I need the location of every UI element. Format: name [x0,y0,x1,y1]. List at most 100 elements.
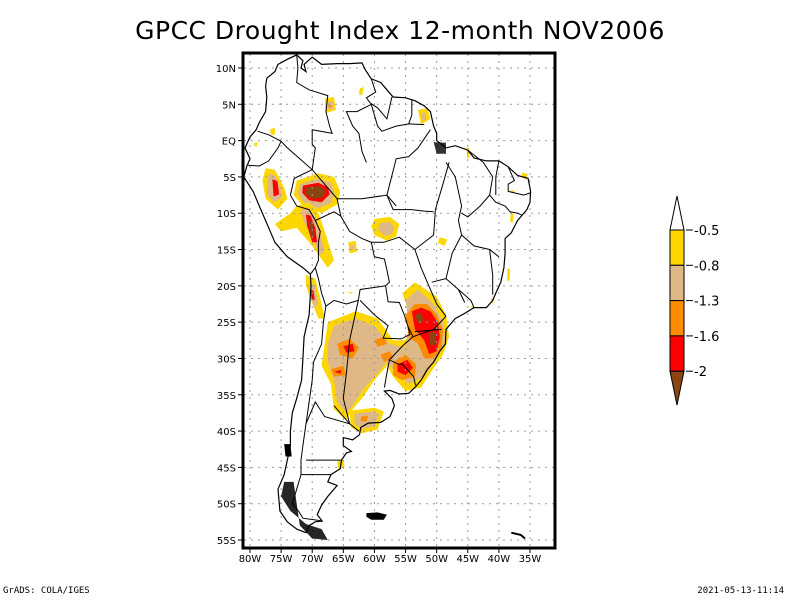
drought-fill-level-4 [334,370,342,374]
drought-fill-level-2 [421,112,427,121]
country-border [345,103,425,163]
colorbar-top-arrow [669,195,685,231]
country-border [311,169,338,200]
drought-fill-level-2 [354,411,380,429]
drought-fill-level-5 [308,220,315,238]
drought-fill-level-1 [346,291,353,294]
drought-fill-level-1 [358,86,364,96]
x-tick-label: 35W [519,554,542,565]
coastlines-and-borders [244,54,532,540]
colorbar-bottom-arrow [669,370,685,406]
y-tick-label: 15S [217,246,236,257]
y-tick-label: 55S [217,536,236,547]
country-border [388,326,416,386]
drought-fill-level-3 [374,336,387,347]
plot-frame [241,51,557,550]
y-tick-label: 35S [217,391,236,402]
drought-fill-level-4 [272,179,280,197]
x-tick-label: 55W [394,554,417,565]
drought-fill-level-1 [521,172,529,180]
drought-fill-level-2 [350,244,355,251]
country-border [507,166,531,196]
country-border [412,315,447,338]
x-axis: 80W 75W 70W 65W 60W 55W 50W 45W 40W 35W [239,548,542,565]
country-border [359,285,411,340]
country-border [461,234,500,258]
drought-fill-level-1 [510,213,514,223]
country-border [431,162,463,283]
drought-fill-level-5 [304,185,326,199]
colorbar-label: -2 [694,365,707,380]
x-tick-label: 45W [456,554,479,565]
drought-fill-level-3 [328,105,332,108]
drought-fill-level-1 [507,268,511,282]
y-axis: 10N 5N EQ 5S 10S 15S 20S 25S 30S 35S 40S 45S 50S 55S [216,64,243,547]
colorbar-label: -0.8 [694,259,719,274]
country-border [383,359,390,388]
country-border [333,405,360,432]
colorbar-label: -1.6 [694,330,719,345]
drought-fill-level-1 [447,402,450,403]
y-tick-label: 25S [217,318,236,329]
country-border [365,78,393,120]
drought-fill-level-1 [254,142,258,147]
colorbar-label: -1.3 [694,295,719,310]
country-border [291,306,327,522]
drought-fill-level-1 [269,127,275,135]
drought-fill-level-1 [437,237,448,246]
country-border [457,289,466,303]
country-border [495,160,500,196]
y-tick-label: 5N [222,100,236,111]
x-tick-label: 60W [363,554,386,565]
colorbar-segment [669,300,685,337]
country-border [336,194,397,217]
x-tick-label: 65W [332,554,355,565]
chart-title: GPCC Drought Index 12-month NOV2006 [135,16,665,45]
x-tick-label: 70W [301,554,324,565]
country-border [445,278,475,308]
country-border [305,300,359,425]
south-georgia-island [511,531,526,540]
y-tick-label: 10N [216,64,236,75]
y-tick-label: 45S [217,463,236,474]
drought-contour-fills [254,86,529,469]
y-tick-label: 5S [223,173,236,184]
colorbar-segment [669,264,685,302]
y-tick-label: 10S [217,209,236,220]
x-tick-label: 80W [239,554,262,565]
colorbar-label: -0.5 [694,224,719,239]
country-border [386,194,434,213]
drought-fill-level-2 [378,221,395,236]
country-border [248,141,282,167]
falkland-islands [366,512,387,520]
y-tick-label: EQ [222,137,236,148]
marajo-island [433,142,446,154]
colorbar-segment [669,335,685,372]
country-border [386,129,431,196]
country-border [414,328,442,333]
chilean-archipelago [281,481,328,540]
x-tick-label: 50W [425,554,448,565]
y-tick-label: 30S [217,354,236,365]
gridlines [244,54,554,547]
y-tick-label: 20S [217,282,236,293]
country-border [408,99,413,125]
chiloe-island [284,444,292,457]
country-border [489,194,523,216]
country-border [257,54,333,171]
x-tick-label: 40W [488,554,511,565]
colorbar-segment [669,229,685,266]
footer-timestamp: 2021-05-13-11:14 [697,586,784,596]
drought-fill-level-5 [414,312,425,324]
country-border [489,249,494,295]
x-tick-label: 75W [270,554,293,565]
colorbar-legend: -0.5 -0.8 -1.3 -1.6 -2 [669,195,719,406]
footer-credit: GrADS: COLA/IGES [3,586,90,596]
y-tick-label: 50S [217,500,236,511]
country-border [461,149,494,218]
country-border [371,236,447,317]
y-tick-label: 40S [217,427,236,438]
drought-fill-level-4 [310,289,315,301]
drought-fill-level-5 [429,331,436,347]
drought-fill-level-3 [360,415,369,422]
